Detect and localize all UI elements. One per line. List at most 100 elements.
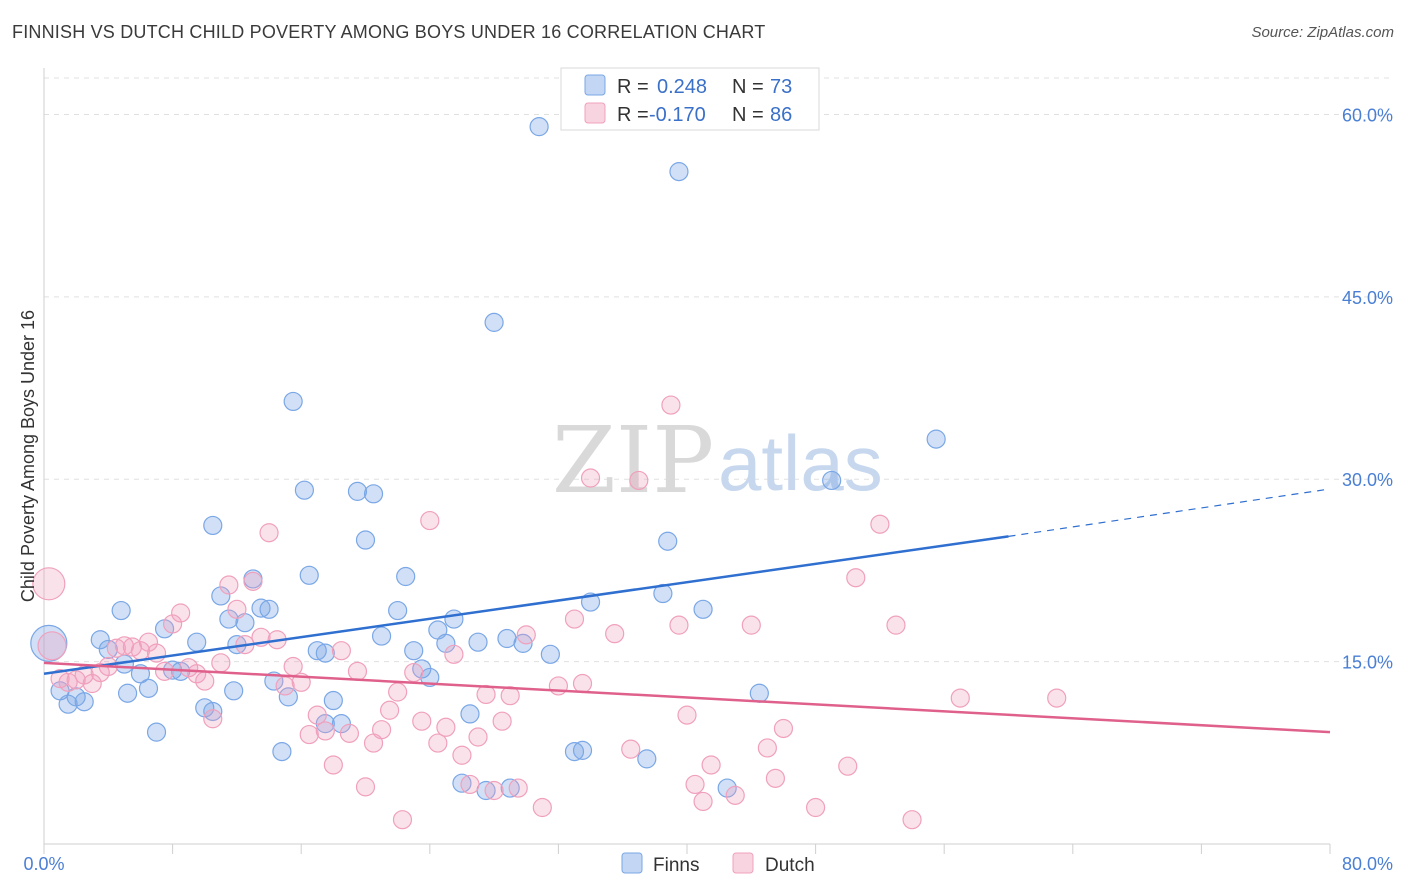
chart-source: Source: ZipAtlas.com: [1251, 24, 1394, 41]
point-finns-21: [219, 609, 239, 629]
legend-r-value-finns: 0.248: [657, 76, 707, 98]
point-finns-51: [452, 773, 472, 793]
tick-labels: 15.0% 30.0% 45.0% 60.0% 0.0% 80.0%: [23, 105, 1393, 874]
bottom-legend-swatch-dutch: [732, 852, 754, 874]
point-dutch-74: [701, 755, 721, 775]
point-dutch-54: [468, 727, 488, 747]
point-dutch-16: [163, 614, 183, 634]
legend: R = 0.248 N = 73 R = -0.170 N = 86: [560, 67, 820, 131]
point-finns-59: [529, 117, 549, 137]
point-finns-2: [58, 694, 78, 714]
x-tick-label-min: 0.0%: [23, 854, 64, 874]
legend-r-label-finns: R =: [617, 76, 649, 98]
point-dutch-1: [37, 631, 67, 661]
point-dutch-84: [886, 615, 906, 635]
point-dutch-60: [516, 625, 536, 645]
point-finns-56: [497, 628, 517, 649]
watermark-atlas: atlas: [718, 419, 883, 507]
y-tick-label-15: 15.0%: [1342, 653, 1393, 673]
point-finns-38: [331, 714, 351, 734]
point-finns-7: [111, 600, 131, 621]
point-finns-49: [436, 633, 456, 653]
legend-r-label-dutch: R =: [617, 104, 649, 126]
point-finns-16: [187, 632, 207, 652]
point-dutch-3: [58, 672, 78, 692]
point-finns-60: [540, 644, 560, 664]
point-dutch-21: [203, 709, 223, 729]
point-finns-55: [484, 312, 504, 332]
point-dutch-64: [572, 673, 593, 694]
point-finns-43: [388, 600, 408, 621]
chart-title: FINNISH VS DUTCH CHILD POVERTY AMONG BOY…: [12, 22, 766, 42]
point-dutch-79: [773, 718, 794, 739]
point-finns-9: [117, 683, 138, 703]
bottom-legend-swatch-finns: [621, 852, 643, 874]
legend-r-value-dutch: -0.170: [649, 104, 706, 126]
point-dutch-63: [564, 609, 585, 629]
point-finns-26: [251, 598, 271, 618]
point-finns-42: [371, 626, 392, 646]
watermark: ZIP atlas: [552, 407, 883, 514]
point-dutch-58: [500, 686, 520, 706]
point-dutch-70: [669, 615, 689, 635]
point-finns-45: [404, 641, 424, 661]
point-dutch-51: [444, 644, 464, 664]
point-dutch-86: [950, 688, 970, 708]
point-finns-11: [138, 678, 159, 698]
point-dutch-19: [187, 664, 207, 684]
point-finns-66: [658, 531, 678, 551]
point-dutch-78: [765, 768, 786, 788]
point-finns-31: [283, 391, 303, 412]
legend-swatch-dutch: [584, 102, 606, 124]
y-tick-label-45: 45.0%: [1342, 288, 1393, 308]
point-dutch-61: [532, 797, 552, 818]
point-dutch-22: [211, 653, 231, 673]
point-finns-18: [203, 701, 223, 722]
point-finns-57: [500, 778, 520, 798]
point-dutch-67: [621, 739, 641, 759]
point-dutch-36: [323, 755, 343, 775]
point-dutch-34: [307, 705, 327, 725]
data-points: [30, 117, 1067, 830]
point-dutch-82: [846, 568, 866, 588]
point-finns-68: [693, 599, 713, 619]
point-dutch-43: [380, 700, 400, 720]
point-finns-53: [468, 632, 488, 652]
point-dutch-52: [452, 745, 472, 765]
trend-line-dutch: [43, 661, 1331, 734]
bottom-legend-label-dutch: Dutch: [765, 855, 815, 876]
point-finns-19: [203, 515, 223, 536]
point-dutch-40: [355, 777, 376, 797]
point-dutch-62: [548, 676, 569, 696]
point-finns-32: [294, 480, 315, 500]
point-finns-62: [572, 740, 593, 760]
point-dutch-39: [347, 661, 368, 681]
point-dutch-37: [331, 641, 351, 661]
legend-n-label-finns: N =: [732, 76, 764, 98]
point-dutch-56: [484, 780, 504, 801]
point-dutch-28: [259, 523, 279, 543]
point-finns-34: [307, 641, 327, 661]
point-finns-72: [926, 429, 946, 449]
point-finns-33: [299, 565, 319, 585]
point-finns-71: [822, 470, 842, 491]
point-finns-29: [272, 741, 292, 762]
point-dutch-46: [404, 662, 424, 683]
watermark-zip: ZIP: [552, 407, 714, 514]
point-finns-22: [224, 681, 244, 701]
point-finns-69: [717, 778, 737, 798]
point-dutch-72: [685, 774, 705, 795]
trend-line-finns: [43, 535, 1009, 676]
point-dutch-80: [805, 797, 826, 818]
y-tick-label-60: 60.0%: [1342, 105, 1393, 125]
trend-line-finns-extension: [1008, 488, 1331, 537]
legend-n-label-dutch: N =: [732, 104, 764, 126]
point-dutch-15: [154, 661, 175, 681]
point-dutch-65: [580, 468, 601, 488]
point-finns-5: [90, 630, 110, 650]
point-dutch-13: [138, 632, 159, 652]
point-dutch-87: [1047, 688, 1067, 708]
point-dutch-85: [902, 810, 922, 830]
point-dutch-0: [32, 567, 66, 601]
